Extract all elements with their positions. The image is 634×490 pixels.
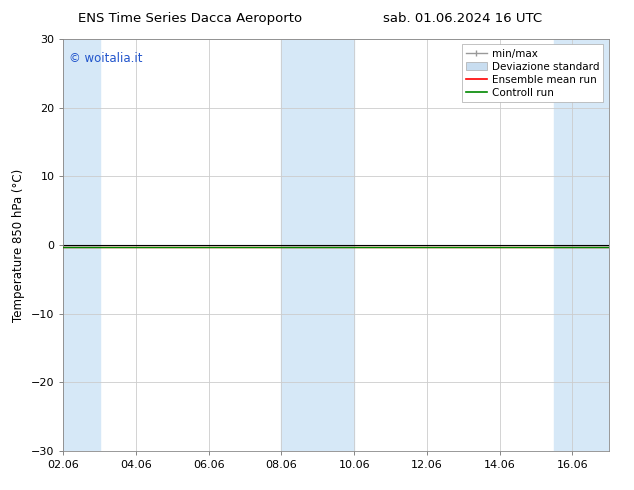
Text: sab. 01.06.2024 16 UTC: sab. 01.06.2024 16 UTC	[384, 12, 542, 25]
Text: ENS Time Series Dacca Aeroporto: ENS Time Series Dacca Aeroporto	[78, 12, 302, 25]
Text: © woitalia.it: © woitalia.it	[69, 51, 143, 65]
Bar	[554, 39, 611, 451]
Legend: min/max, Deviazione standard, Ensemble mean run, Controll run: min/max, Deviazione standard, Ensemble m…	[462, 45, 604, 102]
Bar	[61, 39, 100, 451]
Bar	[281, 39, 354, 451]
Y-axis label: Temperature 850 hPa (°C): Temperature 850 hPa (°C)	[12, 169, 25, 321]
